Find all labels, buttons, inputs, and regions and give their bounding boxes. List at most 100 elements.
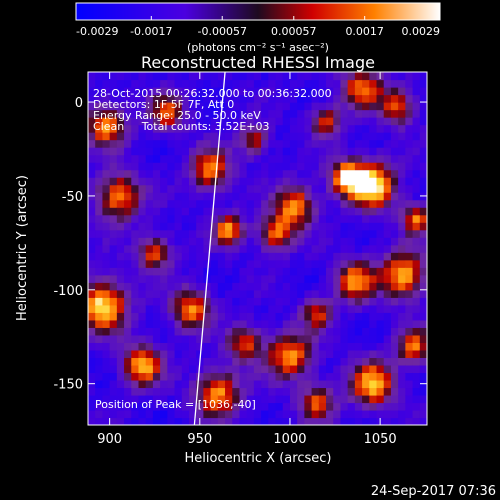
heatmap-cell [297, 229, 305, 238]
heatmap-cell [188, 252, 197, 261]
heatmap-cell [203, 237, 212, 246]
heatmap-cell [116, 267, 125, 276]
heatmap-cell [145, 222, 154, 231]
heatmap-cell [109, 379, 118, 389]
heatmap-cell [383, 109, 392, 118]
heatmap-cell [347, 409, 356, 419]
heatmap-cell [333, 327, 342, 336]
heatmap-cell [412, 244, 421, 253]
heatmap-cell [268, 132, 277, 141]
heatmap-cell [289, 79, 298, 88]
heatmap-cell [210, 289, 219, 298]
heatmap-cell [383, 139, 392, 148]
heatmap-cell [268, 297, 277, 306]
heatmap-cell [275, 304, 284, 313]
heatmap-cell [203, 229, 212, 238]
heatmap-cell [340, 199, 349, 208]
heatmap-cell [131, 244, 140, 253]
heatmap-cell [131, 192, 140, 201]
heatmap-cell [217, 304, 226, 313]
heatmap-cell [340, 364, 349, 374]
heatmap-cell [333, 94, 342, 103]
heatmap-cell [333, 132, 342, 141]
heatmap-cell [124, 229, 132, 238]
heatmap-cell [268, 372, 277, 381]
heatmap-cell [398, 267, 406, 276]
heatmap-cell [210, 409, 219, 419]
heatmap-cell [102, 372, 111, 381]
heatmap-cell [275, 402, 284, 411]
heatmap-cell [109, 207, 118, 216]
heatmap-cell [88, 304, 96, 313]
heatmap-cell [419, 154, 427, 163]
heatmap-cell [268, 139, 277, 148]
heatmap-cell [181, 267, 190, 276]
heatmap-cell [253, 297, 262, 306]
heatmap-cell [419, 237, 427, 246]
heatmap-cell [138, 379, 147, 389]
heatmap-cell [362, 327, 370, 336]
heatmap-cell [152, 357, 161, 366]
heatmap-cell [246, 132, 255, 141]
heatmap-cell [196, 184, 204, 193]
heatmap-cell [116, 417, 125, 425]
heatmap-cell [239, 259, 248, 268]
heatmap-cell [383, 72, 392, 81]
heatmap-cell [405, 184, 414, 193]
heatmap-cell [347, 199, 356, 208]
heatmap-cell [340, 319, 349, 328]
heatmap-cell [369, 214, 378, 223]
heatmap-cell [225, 289, 233, 298]
heatmap-cell [340, 222, 349, 231]
heatmap-cell [383, 364, 392, 374]
heatmap-cell [304, 79, 313, 88]
heatmap-cell [160, 177, 168, 186]
heatmap-cell [152, 132, 161, 141]
heatmap-cell [347, 184, 356, 193]
heatmap-cell [268, 259, 277, 268]
heatmap-cell [131, 154, 140, 163]
x-axis-label: Heliocentric X (arcsec) [185, 451, 332, 466]
heatmap-cell [340, 252, 349, 261]
heatmap-cell [160, 124, 168, 133]
heatmap-cell [362, 259, 370, 268]
heatmap-cell [412, 139, 421, 148]
heatmap-cell [160, 394, 168, 404]
heatmap-cell [419, 87, 427, 96]
heatmap-cell [181, 109, 190, 118]
heatmap-cell [188, 192, 197, 201]
heatmap-cell [268, 357, 277, 366]
heatmap-cell [311, 207, 320, 216]
heatmap-cell [217, 274, 226, 283]
heatmap-cell [188, 79, 197, 88]
heatmap-cell [412, 417, 421, 425]
heatmap-cell [275, 184, 284, 193]
heatmap-cell [405, 132, 414, 141]
heatmap-cell [419, 132, 427, 141]
heatmap-cell [268, 237, 277, 246]
heatmap-cell [268, 79, 277, 88]
heatmap-cell [124, 252, 132, 261]
heatmap-cell [124, 372, 132, 381]
heatmap-cell [383, 282, 392, 291]
heatmap-cell [131, 169, 140, 178]
heatmap-cell [340, 372, 349, 381]
colorbar-tick-label: -0.0017 [130, 25, 172, 38]
heatmap-cell [333, 372, 342, 381]
heatmap-cell [376, 117, 385, 126]
heatmap-cell [102, 162, 111, 171]
heatmap-cell [304, 417, 313, 425]
heatmap-cell [203, 282, 212, 291]
heatmap-cell [289, 229, 298, 238]
heatmap-cell [239, 357, 248, 366]
heatmap-cell [362, 304, 370, 313]
heatmap-cell [383, 87, 392, 96]
heatmap-cell [261, 327, 269, 336]
heatmap-cell [297, 267, 305, 276]
heatmap-cell [131, 94, 140, 103]
heatmap-cell [268, 87, 277, 96]
heatmap-cell [217, 327, 226, 336]
heatmap-cell [354, 102, 363, 111]
heatmap-cell [297, 79, 305, 88]
heatmap-cell [167, 102, 176, 111]
